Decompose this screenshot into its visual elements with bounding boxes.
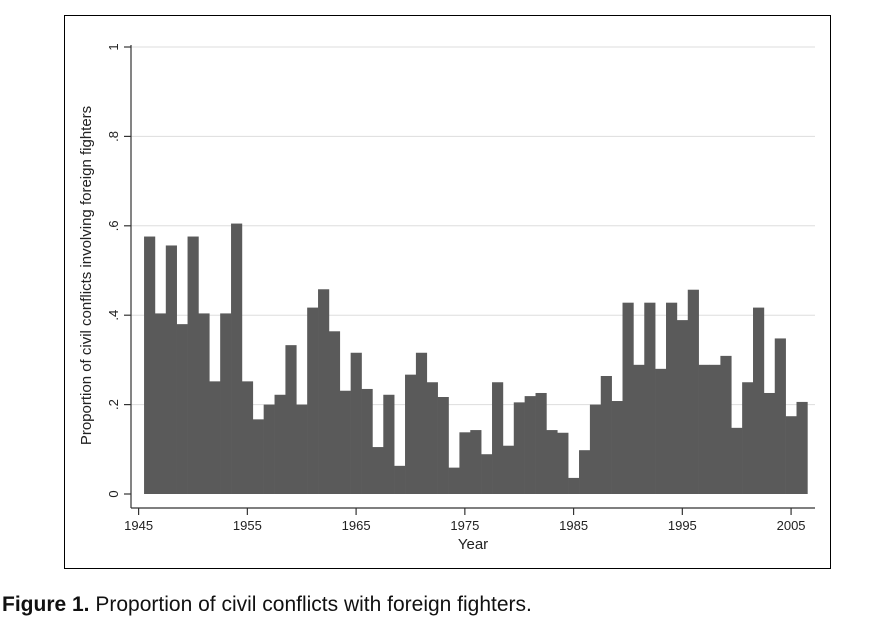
bar xyxy=(318,289,330,494)
bar xyxy=(361,388,373,494)
bar-chart: 0 .2 .4 .6 .8 1 1945 1955 1965 1975 1985 1995 2005 Y… xyxy=(78,43,815,553)
bar xyxy=(231,223,243,494)
bar xyxy=(448,467,460,494)
bar xyxy=(589,404,602,494)
x-tick-label: 1945 xyxy=(124,518,153,533)
x-tick-label: 1955 xyxy=(233,518,262,533)
bar xyxy=(209,381,221,494)
caption-label: Figure 1. xyxy=(2,593,90,616)
bar xyxy=(492,382,504,494)
bar xyxy=(687,289,699,494)
bar xyxy=(241,381,254,494)
bar xyxy=(165,245,177,494)
bar xyxy=(622,302,634,494)
bar xyxy=(176,324,188,494)
bar xyxy=(252,419,264,494)
axes: 0 .2 .4 .6 .8 1 1945 1955 1965 1975 1985 1995 2005 xyxy=(106,43,815,533)
figure-frame: 0 .2 .4 .6 .8 1 1945 1955 1965 1975 1985 1995 2005 Y… xyxy=(64,15,831,569)
bar xyxy=(339,390,351,494)
bar xyxy=(796,401,808,494)
bar xyxy=(296,404,308,494)
bar xyxy=(437,397,449,494)
bar xyxy=(405,374,417,494)
bar xyxy=(763,392,776,494)
bar xyxy=(285,345,297,494)
bar xyxy=(785,416,797,494)
caption-text: Proportion of civil conflicts with forei… xyxy=(89,593,532,616)
x-tick-label: 1995 xyxy=(668,518,697,533)
bar xyxy=(470,430,482,494)
bar xyxy=(263,404,275,494)
bar xyxy=(524,396,536,494)
y-tick-label: .2 xyxy=(106,399,121,410)
bar xyxy=(709,364,721,494)
bar xyxy=(731,427,743,494)
x-tick-label: 1985 xyxy=(559,518,588,533)
bar xyxy=(568,477,580,494)
bar xyxy=(328,331,341,494)
y-tick-label: 1 xyxy=(106,43,121,50)
bar xyxy=(144,236,156,494)
bar xyxy=(774,338,786,494)
bar xyxy=(557,432,569,494)
y-tick-label: .4 xyxy=(106,310,121,321)
bar xyxy=(676,320,689,494)
y-tick-label: 0 xyxy=(106,490,121,497)
bar xyxy=(655,368,667,494)
bar xyxy=(394,465,406,494)
bar xyxy=(198,313,210,494)
bar xyxy=(154,313,167,494)
bar xyxy=(698,364,710,494)
bar xyxy=(426,382,438,494)
x-tick-label: 1965 xyxy=(342,518,371,533)
bars xyxy=(144,223,808,494)
y-tick-label: .6 xyxy=(106,220,121,231)
bar xyxy=(350,352,362,494)
bar xyxy=(666,302,678,494)
bar xyxy=(535,392,547,494)
bar xyxy=(513,402,525,494)
x-tick-label: 2005 xyxy=(777,518,806,533)
figure-caption: Figure 1. Proportion of civil conflicts … xyxy=(2,593,532,617)
bar xyxy=(742,382,754,494)
bar xyxy=(753,307,765,494)
bar xyxy=(383,394,395,494)
bar xyxy=(502,445,515,494)
bar xyxy=(187,236,199,494)
bar xyxy=(600,375,612,494)
bar xyxy=(274,394,286,494)
bar xyxy=(644,302,656,494)
bar xyxy=(220,313,232,494)
x-tick-label: 1975 xyxy=(450,518,479,533)
x-axis-title: Year xyxy=(458,536,488,553)
y-tick-label: .8 xyxy=(106,131,121,142)
bar xyxy=(372,447,384,494)
y-axis-title: Proportion of civil conflicts involving … xyxy=(78,106,95,445)
bar xyxy=(481,454,493,494)
bar xyxy=(720,355,732,494)
bar xyxy=(307,307,319,494)
bar xyxy=(611,401,623,494)
bar xyxy=(415,352,428,494)
bar xyxy=(459,432,471,494)
bar xyxy=(633,364,645,494)
bar xyxy=(546,430,558,494)
bar xyxy=(579,450,591,494)
